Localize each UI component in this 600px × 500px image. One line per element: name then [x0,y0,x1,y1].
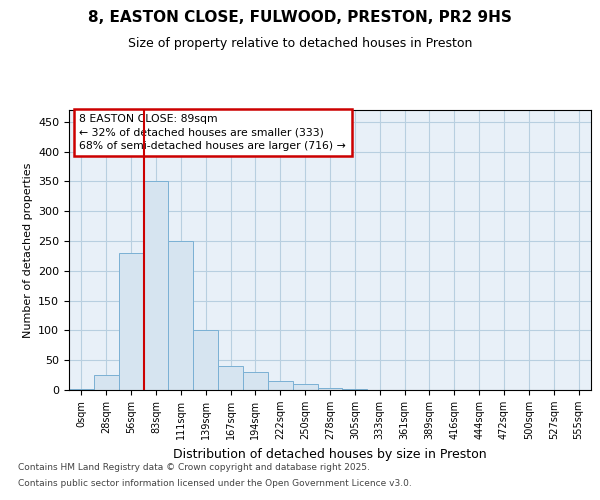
Bar [218,366,243,390]
Bar [317,388,343,390]
Bar [143,182,169,390]
Bar [268,381,293,390]
Bar [293,384,317,390]
Y-axis label: Number of detached properties: Number of detached properties [23,162,32,338]
Text: 8 EASTON CLOSE: 89sqm
← 32% of detached houses are smaller (333)
68% of semi-det: 8 EASTON CLOSE: 89sqm ← 32% of detached … [79,114,346,150]
Text: Size of property relative to detached houses in Preston: Size of property relative to detached ho… [128,38,472,51]
Bar [243,372,268,390]
Bar [169,241,193,390]
Bar [94,375,119,390]
Text: Contains HM Land Registry data © Crown copyright and database right 2025.: Contains HM Land Registry data © Crown c… [18,462,370,471]
Text: Contains public sector information licensed under the Open Government Licence v3: Contains public sector information licen… [18,479,412,488]
Bar [193,330,218,390]
Bar [69,389,94,390]
X-axis label: Distribution of detached houses by size in Preston: Distribution of detached houses by size … [173,448,487,460]
Text: 8, EASTON CLOSE, FULWOOD, PRESTON, PR2 9HS: 8, EASTON CLOSE, FULWOOD, PRESTON, PR2 9… [88,10,512,25]
Bar [119,253,143,390]
